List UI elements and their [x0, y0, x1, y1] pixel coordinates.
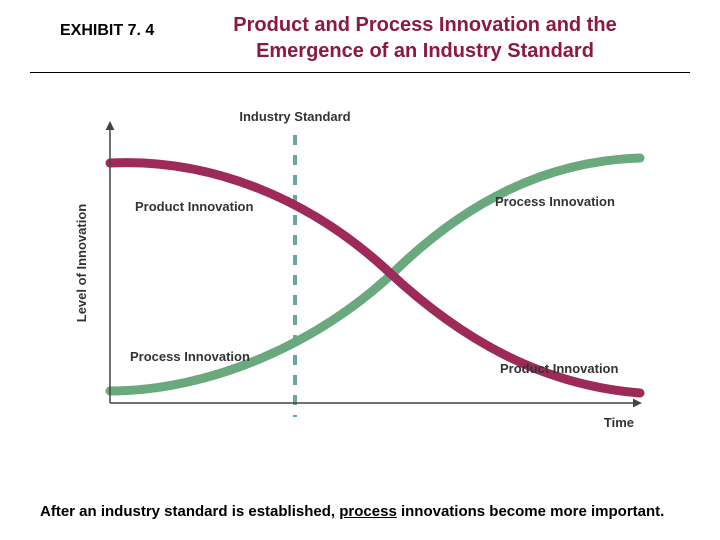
caption: After an industry standard is establishe… [0, 503, 720, 520]
process-innovation-end-label: Process Innovation [495, 194, 615, 209]
x-axis-label: Time [604, 415, 634, 430]
y-axis-arrow-icon [106, 121, 115, 130]
process-innovation-start-label: Process Innovation [130, 349, 250, 364]
title-line-1: Product and Process Innovation and the [233, 14, 616, 36]
caption-underlined: process [339, 503, 397, 520]
title-line-2: Emergence of an Industry Standard [256, 40, 594, 62]
y-axis-label: Level of Innovation [74, 204, 89, 323]
x-axis-arrow-icon [633, 399, 642, 408]
exhibit-label: EXHIBIT 7. 4 [60, 12, 190, 40]
header: EXHIBIT 7. 4 Product and Process Innovat… [30, 0, 690, 73]
product-innovation-start-label: Product Innovation [135, 199, 254, 214]
innovation-chart: Level of Innovation Time Industry Standard… [60, 103, 660, 443]
product-innovation-end-label: Product Innovation [500, 361, 619, 376]
industry-standard-label: Industry Standard [239, 109, 350, 124]
exhibit-title: Product and Process Innovation and the E… [190, 12, 660, 64]
chart-area: Level of Innovation Time Industry Standard… [60, 103, 660, 463]
caption-post: innovations become more important. [397, 503, 665, 520]
caption-pre: After an industry standard is establishe… [40, 503, 339, 520]
